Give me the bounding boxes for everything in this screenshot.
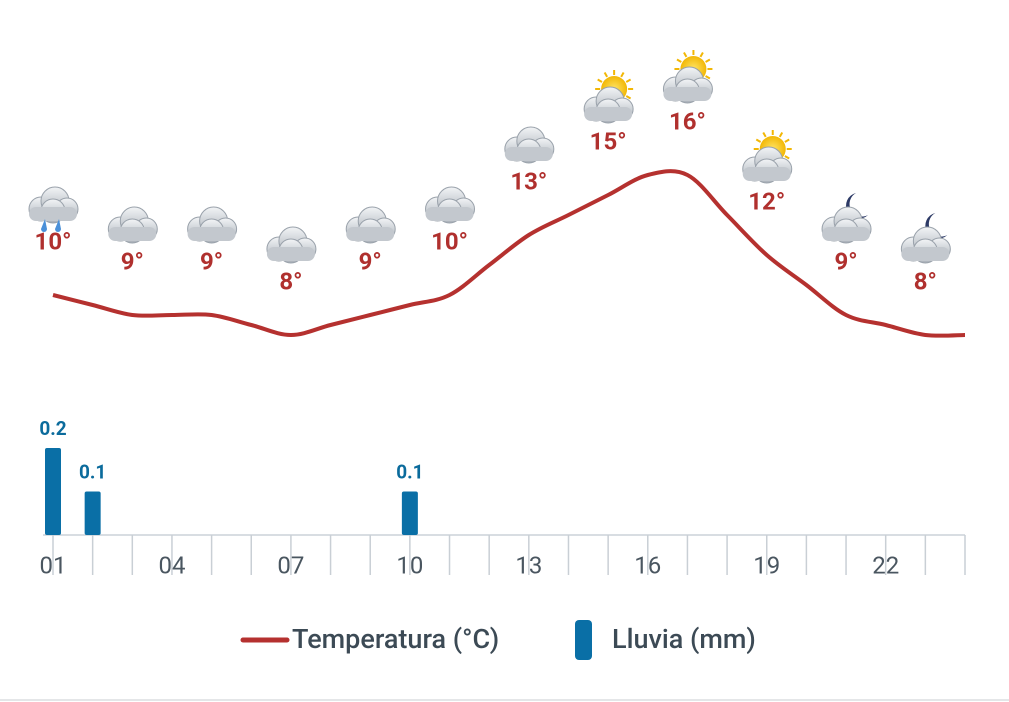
sun-ray <box>597 78 603 83</box>
weather-icon <box>28 186 79 232</box>
temperature-label: 8° <box>279 267 302 295</box>
legend-label: Lluvia (mm) <box>612 623 756 655</box>
weather-icon <box>821 193 872 244</box>
weather-icon <box>187 206 238 244</box>
rain-drop <box>55 219 61 232</box>
legend-swatch <box>575 620 592 660</box>
rain-label: 0.2 <box>39 417 66 440</box>
cloud-base <box>425 207 474 221</box>
sun-ray <box>705 58 711 63</box>
cloud-base <box>187 227 236 241</box>
sun-ray <box>676 58 682 63</box>
weather-icon <box>583 70 634 124</box>
temperature-label: 16° <box>669 107 706 135</box>
sun-ray <box>705 75 711 80</box>
temperature-label: 8° <box>914 267 937 295</box>
cloud-base <box>108 227 157 241</box>
x-tick-label: 16 <box>634 551 661 579</box>
sun-ray <box>625 78 632 83</box>
cloud-base <box>901 247 950 261</box>
cloud-base <box>266 247 315 261</box>
x-tick-label: 04 <box>158 551 185 579</box>
legend-label: Temperatura (°C) <box>292 623 499 655</box>
temperature-label: 12° <box>748 187 785 215</box>
temperature-label: 13° <box>510 167 547 195</box>
weather-icon <box>345 206 396 244</box>
x-tick-label: 19 <box>753 551 780 579</box>
sun-ray <box>762 132 767 138</box>
weather-icon <box>900 213 951 264</box>
rain-bar <box>84 491 101 535</box>
weather-icon <box>107 206 158 244</box>
cloud-base <box>504 147 553 161</box>
sun-ray <box>699 52 704 58</box>
x-tick-label: 13 <box>515 551 542 579</box>
x-tick-label: 07 <box>277 551 304 579</box>
rain-label: 0.1 <box>79 461 106 484</box>
x-tick-label: 10 <box>396 551 423 579</box>
rain-label: 0.1 <box>396 461 423 484</box>
cloud-base <box>29 207 77 221</box>
temperature-label: 9° <box>834 247 857 275</box>
sun-ray <box>778 132 784 138</box>
weather-icon <box>742 130 793 184</box>
x-tick-label: 01 <box>40 551 67 579</box>
temperature-label: 15° <box>590 127 627 155</box>
temperature-label: 9° <box>200 247 223 275</box>
rain-bar <box>401 491 418 535</box>
weather-icon <box>266 226 317 264</box>
sun-ray <box>784 155 790 160</box>
weather-icon <box>662 50 713 104</box>
temperature-label: 10° <box>431 227 468 255</box>
cloud-base <box>663 87 712 101</box>
cloud-base <box>584 107 633 121</box>
sun-ray <box>784 138 790 143</box>
temperature-label: 9° <box>121 247 144 275</box>
sun-ray <box>683 52 688 58</box>
cloud-base <box>742 167 791 181</box>
rain-drop <box>41 219 47 232</box>
temperature-line <box>52 169 966 338</box>
weather-icon <box>425 186 476 224</box>
sun-ray <box>603 72 608 78</box>
temperature-label: 9° <box>359 247 382 275</box>
cloud-base <box>346 227 395 241</box>
sun-ray <box>625 95 632 100</box>
weather-icon <box>504 126 555 164</box>
x-tick-label: 22 <box>872 551 899 579</box>
sun-ray <box>755 138 762 143</box>
rain-bar <box>45 448 61 535</box>
temperature-label: 10° <box>35 227 72 255</box>
sun-ray <box>620 72 625 78</box>
cloud-base <box>822 227 871 241</box>
